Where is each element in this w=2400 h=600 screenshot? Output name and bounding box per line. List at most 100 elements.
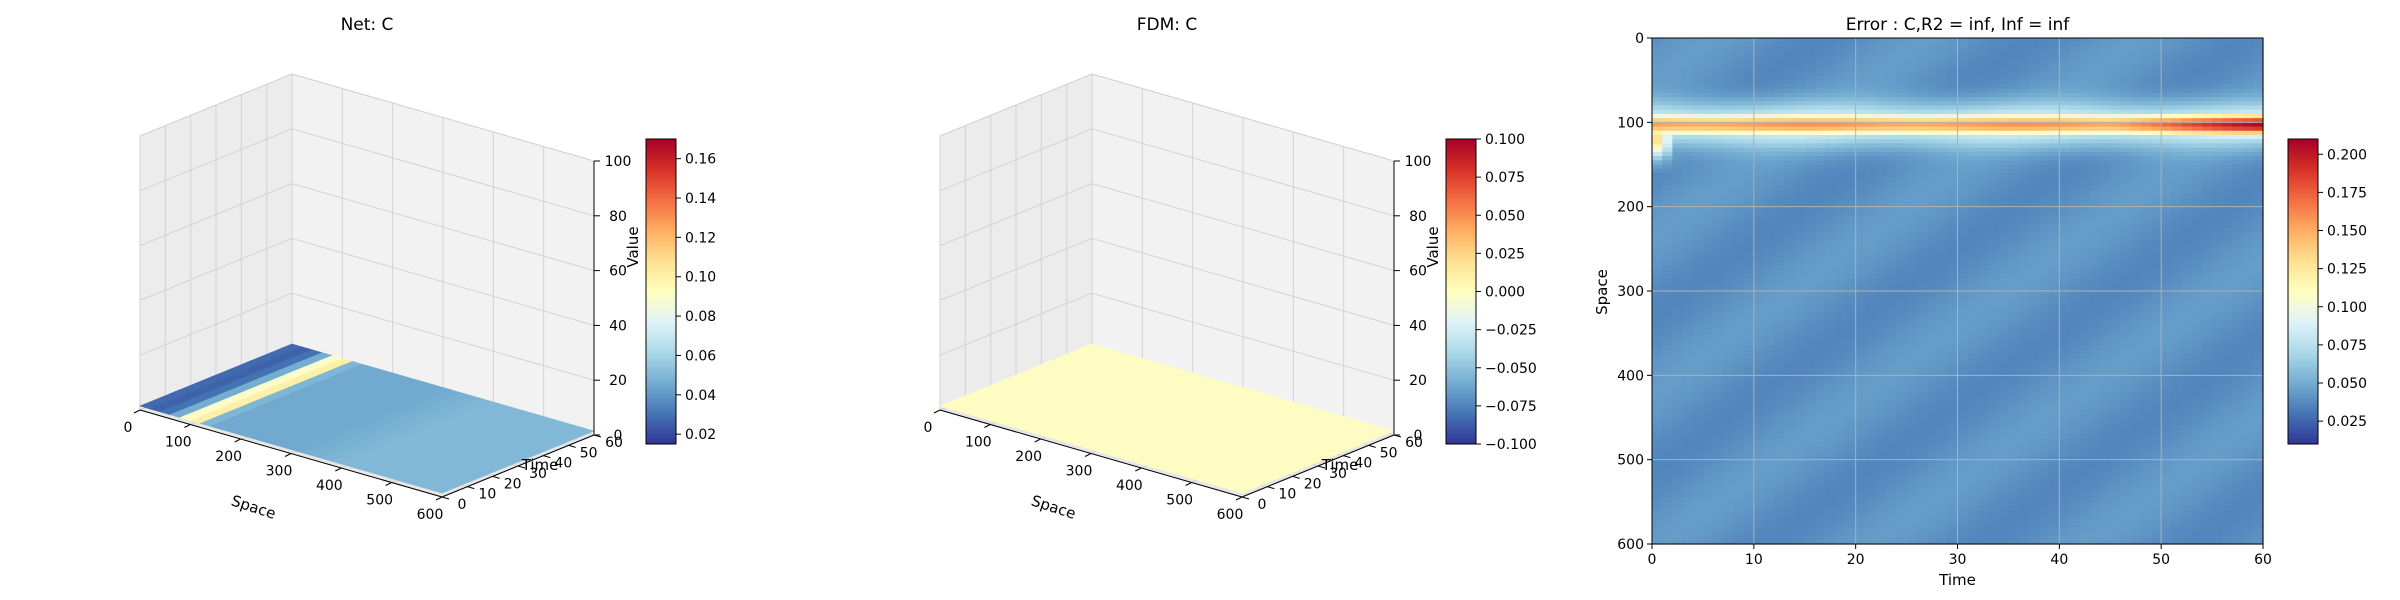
heatmap-cell [1672, 215, 1684, 220]
heatmap-cell [1723, 236, 1735, 241]
heatmap-cell [1855, 206, 1867, 212]
heatmap-cell [1692, 198, 1704, 204]
heatmap-cell [1774, 54, 1785, 60]
heatmap-cell [1998, 130, 2010, 136]
heatmap-cell [2008, 147, 2020, 153]
heatmap-cell [1692, 126, 1704, 132]
heatmap-cell [1743, 67, 1755, 73]
surface-patch [430, 487, 449, 494]
heatmap-cell [1988, 126, 1999, 132]
heatmap-cell [1764, 139, 1775, 145]
heatmap-cell [2242, 88, 2254, 94]
heatmap-cell [1947, 206, 1959, 212]
heatmap-cell [2252, 105, 2264, 111]
heatmap-cell [2038, 67, 2050, 73]
heatmap-cell [2038, 63, 2050, 69]
heatmap-cell [1906, 71, 1918, 77]
heatmap-cell [1652, 118, 1663, 123]
time-tick [492, 475, 500, 479]
heatmap-cell [1764, 172, 1775, 178]
heatmap-cell [1865, 240, 1877, 246]
heatmap-cell [2069, 194, 2081, 199]
heatmap-cell [2212, 231, 2223, 237]
heatmap-cell [1743, 59, 1755, 64]
heatmap-cell [1926, 189, 1938, 195]
heatmap-cell [2038, 177, 2050, 182]
heatmap-cell [2059, 139, 2071, 145]
heatmap-cell [1692, 168, 1704, 174]
heatmap-cell [2069, 38, 2081, 43]
heatmap-cell [2140, 177, 2152, 182]
heatmap-cell [1957, 46, 1969, 52]
heatmap-cell [1977, 244, 1989, 250]
heatmap-cell [2150, 231, 2162, 237]
heatmap-cell [2140, 194, 2152, 199]
heatmap-cell [1835, 101, 1847, 107]
heatmap-cell [2028, 206, 2040, 212]
heatmap-cell [1896, 172, 1908, 178]
heatmap-cell [2130, 210, 2142, 216]
heatmap-cell [1682, 105, 1694, 111]
time-tick [1343, 455, 1351, 459]
heatmap-cell [2089, 164, 2101, 170]
heatmap-cell [2059, 202, 2071, 208]
heatmap-cell [2161, 75, 2172, 81]
heatmap-cell [2150, 236, 2162, 241]
heatmap-cell [1896, 134, 1908, 140]
heatmap-cell [2130, 88, 2142, 94]
heatmap-cell [2252, 71, 2264, 77]
heatmap-cell [1672, 164, 1684, 170]
heatmap-cell [1947, 54, 1959, 60]
heatmap-cell [2201, 198, 2213, 204]
heatmap-cell [1652, 50, 1663, 56]
heatmap-cell [2140, 80, 2152, 85]
heatmap-cell [1896, 38, 1908, 43]
heatmap-cell [1855, 71, 1867, 77]
heatmap-cell [2140, 185, 2152, 191]
heatmap-cell [2100, 172, 2111, 178]
heatmap-cell [1825, 139, 1836, 145]
heatmap-cell [2038, 139, 2050, 145]
heatmap-cell [1947, 109, 1959, 115]
heatmap-cell [2018, 75, 2030, 81]
heatmap-cell [1988, 168, 1999, 174]
heatmap-cell [1926, 118, 1938, 123]
heatmap-cell [1784, 63, 1796, 69]
heatmap-cell [2038, 118, 2050, 123]
heatmap-cell [1692, 223, 1704, 229]
heatmap-cell [1713, 97, 1724, 102]
heatmap-cell [2028, 50, 2040, 56]
heatmap-cell [2212, 147, 2223, 153]
heatmap-cell [2059, 151, 2071, 157]
heatmap-cell [1764, 118, 1775, 123]
heatmap-cell [1998, 59, 2010, 64]
heatmap-cell [1784, 80, 1796, 85]
heatmap-cell [1784, 215, 1796, 220]
heatmap-cell [2232, 189, 2244, 195]
heatmap-cell [1702, 244, 1714, 250]
heatmap-cell [2242, 210, 2254, 216]
heatmap-cell [1988, 42, 1999, 48]
heatmap-cell [1916, 126, 1928, 132]
heatmap-cell [2018, 223, 2030, 229]
heatmap-cell [2171, 80, 2183, 85]
heatmap-cell [1652, 227, 1663, 233]
heatmap-cell [1937, 75, 1948, 81]
heatmap-cell [1998, 46, 2010, 52]
heatmap-cell [1988, 223, 1999, 229]
heatmap-cell [2191, 63, 2203, 69]
heatmap-cell [1814, 168, 1826, 174]
heatmap-cell [1947, 92, 1959, 98]
heatmap-cell [1794, 206, 1806, 212]
heatmap-cell [2252, 59, 2264, 64]
gridline-value [139, 183, 595, 272]
heatmap-cell [2100, 151, 2111, 157]
heatmap-cell [2161, 202, 2172, 208]
heatmap-cell [2130, 122, 2142, 128]
heatmap-cell [1723, 126, 1735, 132]
heatmap-cell [2100, 244, 2111, 250]
heatmap-cell [2201, 164, 2213, 170]
heatmap-cell [2201, 50, 2213, 56]
heatmap-cell [2130, 198, 2142, 204]
heatmap-cell [1835, 63, 1847, 69]
